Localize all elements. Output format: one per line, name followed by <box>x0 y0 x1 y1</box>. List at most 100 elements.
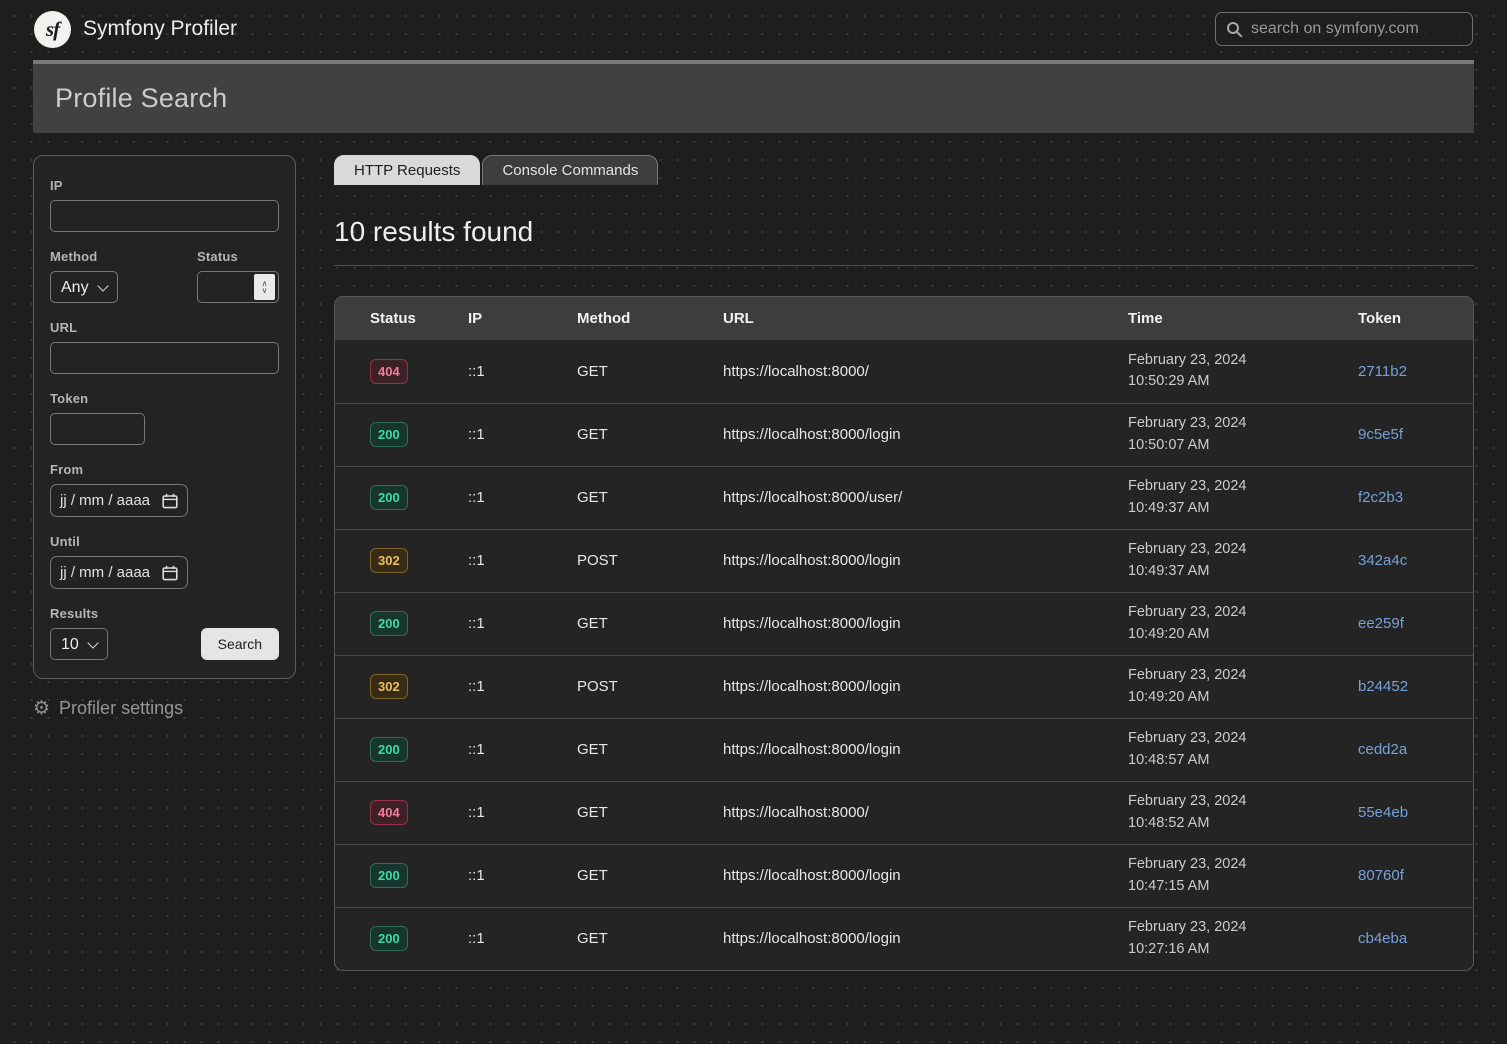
token-link[interactable]: f2c2b3 <box>1358 489 1404 506</box>
col-token: Token <box>1358 297 1473 340</box>
from-date-input[interactable]: jj / mm / aaaa <box>50 484 188 517</box>
url-cell: https://localhost:8000/login <box>723 591 1128 655</box>
token-link[interactable]: 342a4c <box>1358 552 1408 569</box>
time-cell: February 23, 2024 10:49:20 AM <box>1128 591 1358 655</box>
ip-cell: ::1 <box>468 528 577 592</box>
token-input[interactable] <box>50 413 145 445</box>
url-cell: https://localhost:8000/login <box>723 528 1128 592</box>
request-row: 200 ::1 GET https://localhost:8000/user/… <box>335 465 1473 529</box>
tab-http-requests[interactable]: HTTP Requests <box>334 155 481 185</box>
ip-cell: ::1 <box>468 780 577 844</box>
token-link[interactable]: cedd2a <box>1358 741 1408 758</box>
filters-panel: IP Method Any Status ∧ ∨ <box>33 155 296 679</box>
col-ip: IP <box>468 297 577 340</box>
status-badge: 200 <box>370 611 408 636</box>
url-cell: https://localhost:8000/ <box>723 780 1128 844</box>
time-cell: February 23, 2024 10:49:20 AM <box>1128 654 1358 718</box>
search-icon <box>1226 21 1243 38</box>
request-row: 200 ::1 GET https://localhost:8000/login… <box>335 717 1473 781</box>
status-badge: 200 <box>370 926 408 952</box>
time-cell: February 23, 2024 10:48:57 AM <box>1128 717 1358 781</box>
time-cell: February 23, 2024 10:27:16 AM <box>1128 906 1358 970</box>
results-count-heading: 10 results found <box>334 216 534 247</box>
until-date-input[interactable]: jj / mm / aaaa <box>50 556 188 589</box>
from-date-placeholder: jj / mm / aaaa <box>60 492 151 509</box>
results-section: HTTP Requests Console Commands 10 result… <box>334 155 1474 971</box>
brand: sf Symfony Profiler <box>34 10 237 48</box>
profiler-settings-link[interactable]: ⚙ Profiler settings <box>33 698 183 719</box>
col-time: Time <box>1128 297 1358 340</box>
search-sidebar: IP Method Any Status ∧ ∨ <box>33 155 296 719</box>
url-label: URL <box>50 320 78 335</box>
col-status: Status <box>335 297 468 340</box>
ip-cell: ::1 <box>468 906 577 970</box>
method-cell: POST <box>577 528 723 592</box>
status-input[interactable] <box>206 278 254 296</box>
ip-cell: ::1 <box>468 843 577 907</box>
ip-cell: ::1 <box>468 717 577 781</box>
number-spinner[interactable]: ∧ ∨ <box>254 274 275 300</box>
url-cell: https://localhost:8000/ <box>723 362 869 380</box>
result-tabs: HTTP Requests Console Commands <box>334 155 1474 185</box>
method-cell: GET <box>577 906 723 970</box>
from-label: From <box>50 462 84 477</box>
token-link[interactable]: 80760f <box>1358 867 1404 884</box>
time-cell: February 23, 2024 10:47:15 AM <box>1128 843 1358 907</box>
token-link[interactable]: ee259f <box>1358 615 1404 632</box>
request-row: 404 ::1 GET https://localhost:8000/ Febr… <box>335 780 1473 844</box>
token-link[interactable]: 55e4eb <box>1358 804 1409 821</box>
request-row: 200 ::1 GET https://localhost:8000/login… <box>335 591 1473 655</box>
profiler-settings-label: Profiler settings <box>59 698 184 718</box>
table-header-row: Status IP Method URL Time Token <box>335 297 1473 340</box>
method-label: Method <box>50 249 98 264</box>
url-cell: https://localhost:8000/login <box>723 402 1128 466</box>
status-badge: 404 <box>370 358 408 384</box>
status-badge: 302 <box>370 548 408 573</box>
ip-input[interactable] <box>50 200 279 232</box>
status-badge: 404 <box>370 800 408 825</box>
token-label: Token <box>50 391 89 406</box>
tab-console-commands[interactable]: Console Commands <box>482 155 659 185</box>
search-input[interactable] <box>1251 20 1462 38</box>
status-input-wrap: ∧ ∨ <box>197 271 279 303</box>
ip-cell: ::1 <box>468 465 577 529</box>
ip-cell: ::1 <box>468 591 577 655</box>
status-badge: 200 <box>370 422 408 447</box>
method-select[interactable]: Any <box>50 271 118 303</box>
token-link[interactable]: cb4eba <box>1358 930 1408 948</box>
ip-cell: ::1 <box>468 362 485 380</box>
col-method: Method <box>577 297 723 340</box>
time-cell: February 23, 2024 10:48:52 AM <box>1128 780 1358 844</box>
search-button[interactable]: Search <box>200 628 279 660</box>
url-cell: https://localhost:8000/login <box>723 717 1128 781</box>
requests-table: Status IP Method URL Time Token 404 ::1 … <box>335 297 1473 970</box>
url-input[interactable] <box>50 342 279 374</box>
results-select-wrap: 10 <box>50 628 108 660</box>
url-cell: https://localhost:8000/user/ <box>723 465 1128 529</box>
until-date-placeholder: jj / mm / aaaa <box>60 564 151 581</box>
time-cell: February 23, 2024 10:49:37 AM <box>1128 465 1358 529</box>
token-link[interactable]: 9c5e5f <box>1358 426 1404 443</box>
results-select[interactable]: 10 <box>50 628 108 660</box>
token-link[interactable]: b24452 <box>1358 678 1409 695</box>
requests-table-wrap: Status IP Method URL Time Token 404 ::1 … <box>334 296 1474 971</box>
results-label: Results <box>50 606 99 621</box>
request-row: 404 ::1 GET https://localhost:8000/ Febr… <box>335 340 1473 403</box>
method-cell: POST <box>577 654 723 718</box>
site-search[interactable] <box>1215 12 1473 46</box>
calendar-icon <box>162 493 178 509</box>
status-badge: 200 <box>370 863 408 888</box>
time-cell: February 23, 2024 10:49:37 AM <box>1128 528 1358 592</box>
method-cell: GET <box>577 362 608 380</box>
token-link[interactable]: 2711b2 <box>1358 362 1407 380</box>
method-cell: GET <box>577 465 723 529</box>
method-cell: GET <box>577 843 723 907</box>
status-badge: 200 <box>370 485 408 510</box>
method-cell: GET <box>577 402 723 466</box>
request-row: 200 ::1 GET https://localhost:8000/login… <box>335 402 1473 466</box>
logo-text: sf <box>45 16 60 41</box>
method-cell: GET <box>577 717 723 781</box>
until-label: Until <box>50 534 80 549</box>
page-title: Profile Search <box>55 83 228 113</box>
time-cell: February 23, 2024 10:50:29 AM <box>1128 351 1247 390</box>
